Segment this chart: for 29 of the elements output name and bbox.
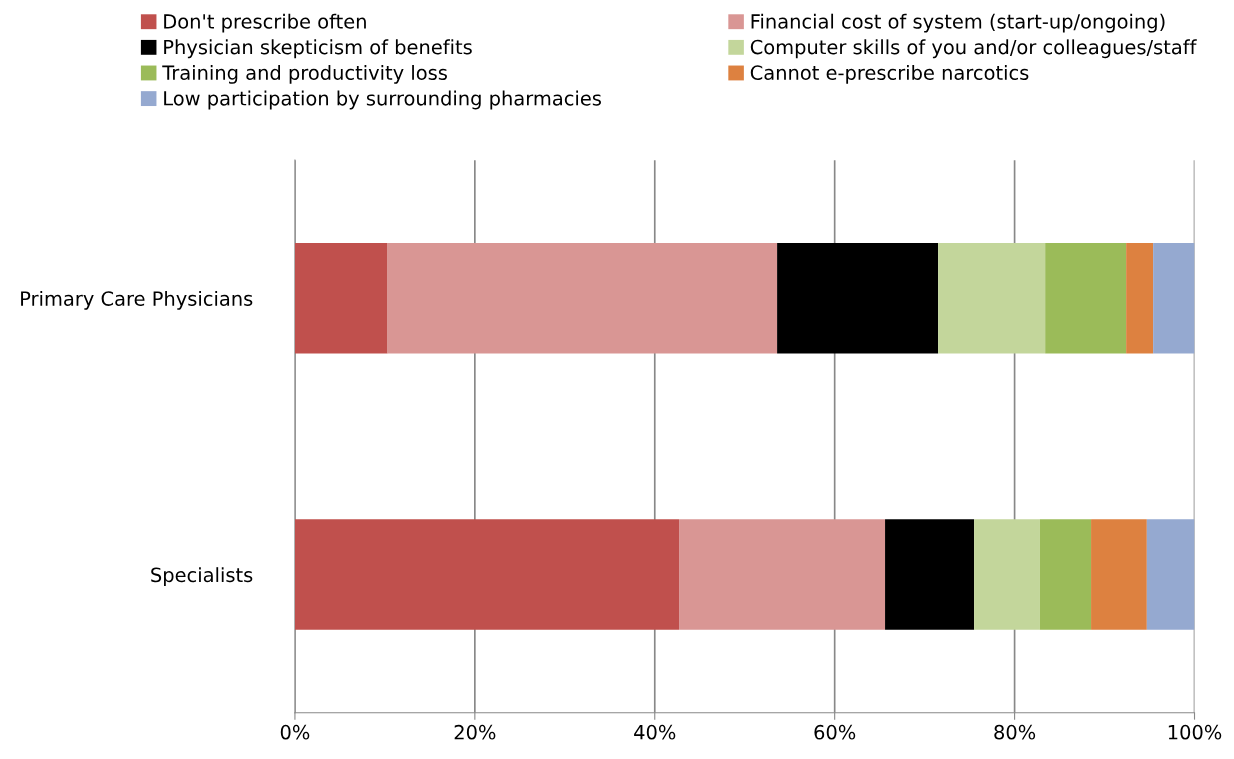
legend-label: Physician skepticism of benefits [164, 39, 472, 59]
bar [777, 243, 939, 354]
bar [294, 243, 388, 354]
bar [1126, 243, 1154, 354]
bar [885, 519, 975, 630]
legend-label: Financial cost of system (start-up/ongoing) [751, 13, 1165, 33]
y-tick-label: Specialists [151, 567, 253, 586]
x-tick-label: 100% [1168, 724, 1222, 740]
x-tick-label: 0% [280, 724, 310, 740]
bar [679, 519, 886, 630]
legend-label: Training and productivity loss [162, 64, 447, 84]
bar [1039, 519, 1092, 630]
x-tick-label: 60% [814, 724, 856, 740]
bar [1153, 243, 1195, 354]
bar [294, 519, 680, 630]
legend-label: Cannot e-prescribe narcotics [750, 64, 1029, 84]
bar [1146, 519, 1195, 630]
x-tick-label: 40% [634, 724, 676, 740]
bar [974, 519, 1040, 630]
x-tick-label: 20% [454, 724, 496, 740]
bar [1091, 519, 1147, 630]
legend-label: Low participation by surrounding pharmacies [164, 90, 601, 110]
legend-label: Computer skills of you and/or colleagues/staff [750, 39, 1197, 59]
y-tick-label: Primary Care Physicians [21, 290, 253, 310]
bar [387, 243, 778, 354]
x-tick-label: 80% [994, 724, 1036, 740]
legend-label: Don't prescribe often [164, 13, 366, 33]
bar [938, 243, 1046, 354]
bar [1045, 243, 1127, 354]
